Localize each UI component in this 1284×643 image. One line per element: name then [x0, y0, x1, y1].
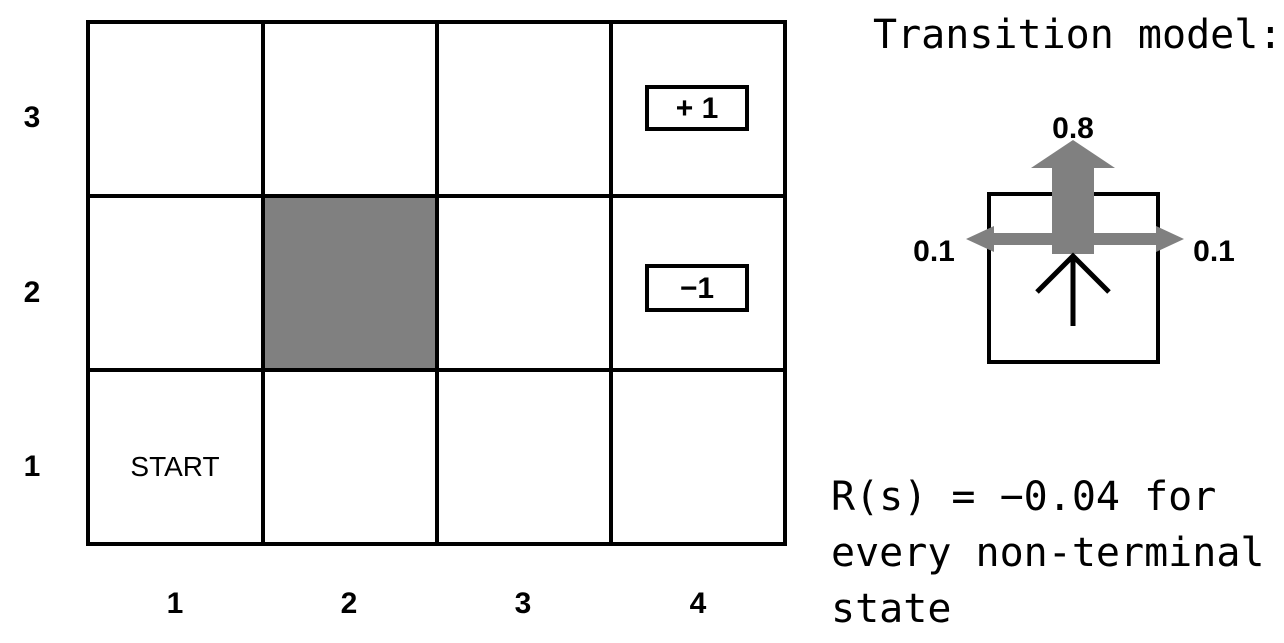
left-slip-arrow-icon — [966, 226, 994, 252]
grid — [86, 20, 787, 546]
start-label: START — [130, 451, 219, 482]
terminal-plus-one-label: + 1 — [676, 92, 719, 125]
row-label-2: 2 — [24, 276, 41, 309]
col-label-3: 3 — [515, 587, 532, 620]
col-label-4: 4 — [690, 587, 707, 620]
terminal-plus-one: + 1 — [645, 85, 749, 131]
up-arrow-icon — [1035, 252, 1111, 326]
reward-line-2: every non-terminal — [831, 530, 1264, 576]
right-probability: 0.1 — [1193, 235, 1235, 268]
terminal-minus-one: −1 — [645, 264, 749, 312]
row-label-3: 3 — [24, 101, 41, 134]
forward-arrow-icon — [1031, 140, 1115, 168]
col-label-2: 2 — [341, 587, 358, 620]
forward-probability: 0.8 — [1052, 112, 1094, 145]
reward-line-3: state — [831, 586, 951, 632]
forward-arrow — [1031, 140, 1115, 254]
wall-cell — [263, 196, 436, 370]
row-label-1: 1 — [24, 450, 41, 483]
terminal-minus-one-label: −1 — [680, 272, 714, 305]
right-slip-arrow-icon — [1156, 226, 1184, 252]
left-probability: 0.1 — [913, 235, 955, 268]
reward-line-1: R(s) = −0.04 for — [831, 474, 1216, 520]
transition-title: Transition model: — [873, 12, 1282, 58]
forward-arrow-shaft — [1052, 166, 1094, 254]
col-label-1: 1 — [167, 587, 184, 620]
